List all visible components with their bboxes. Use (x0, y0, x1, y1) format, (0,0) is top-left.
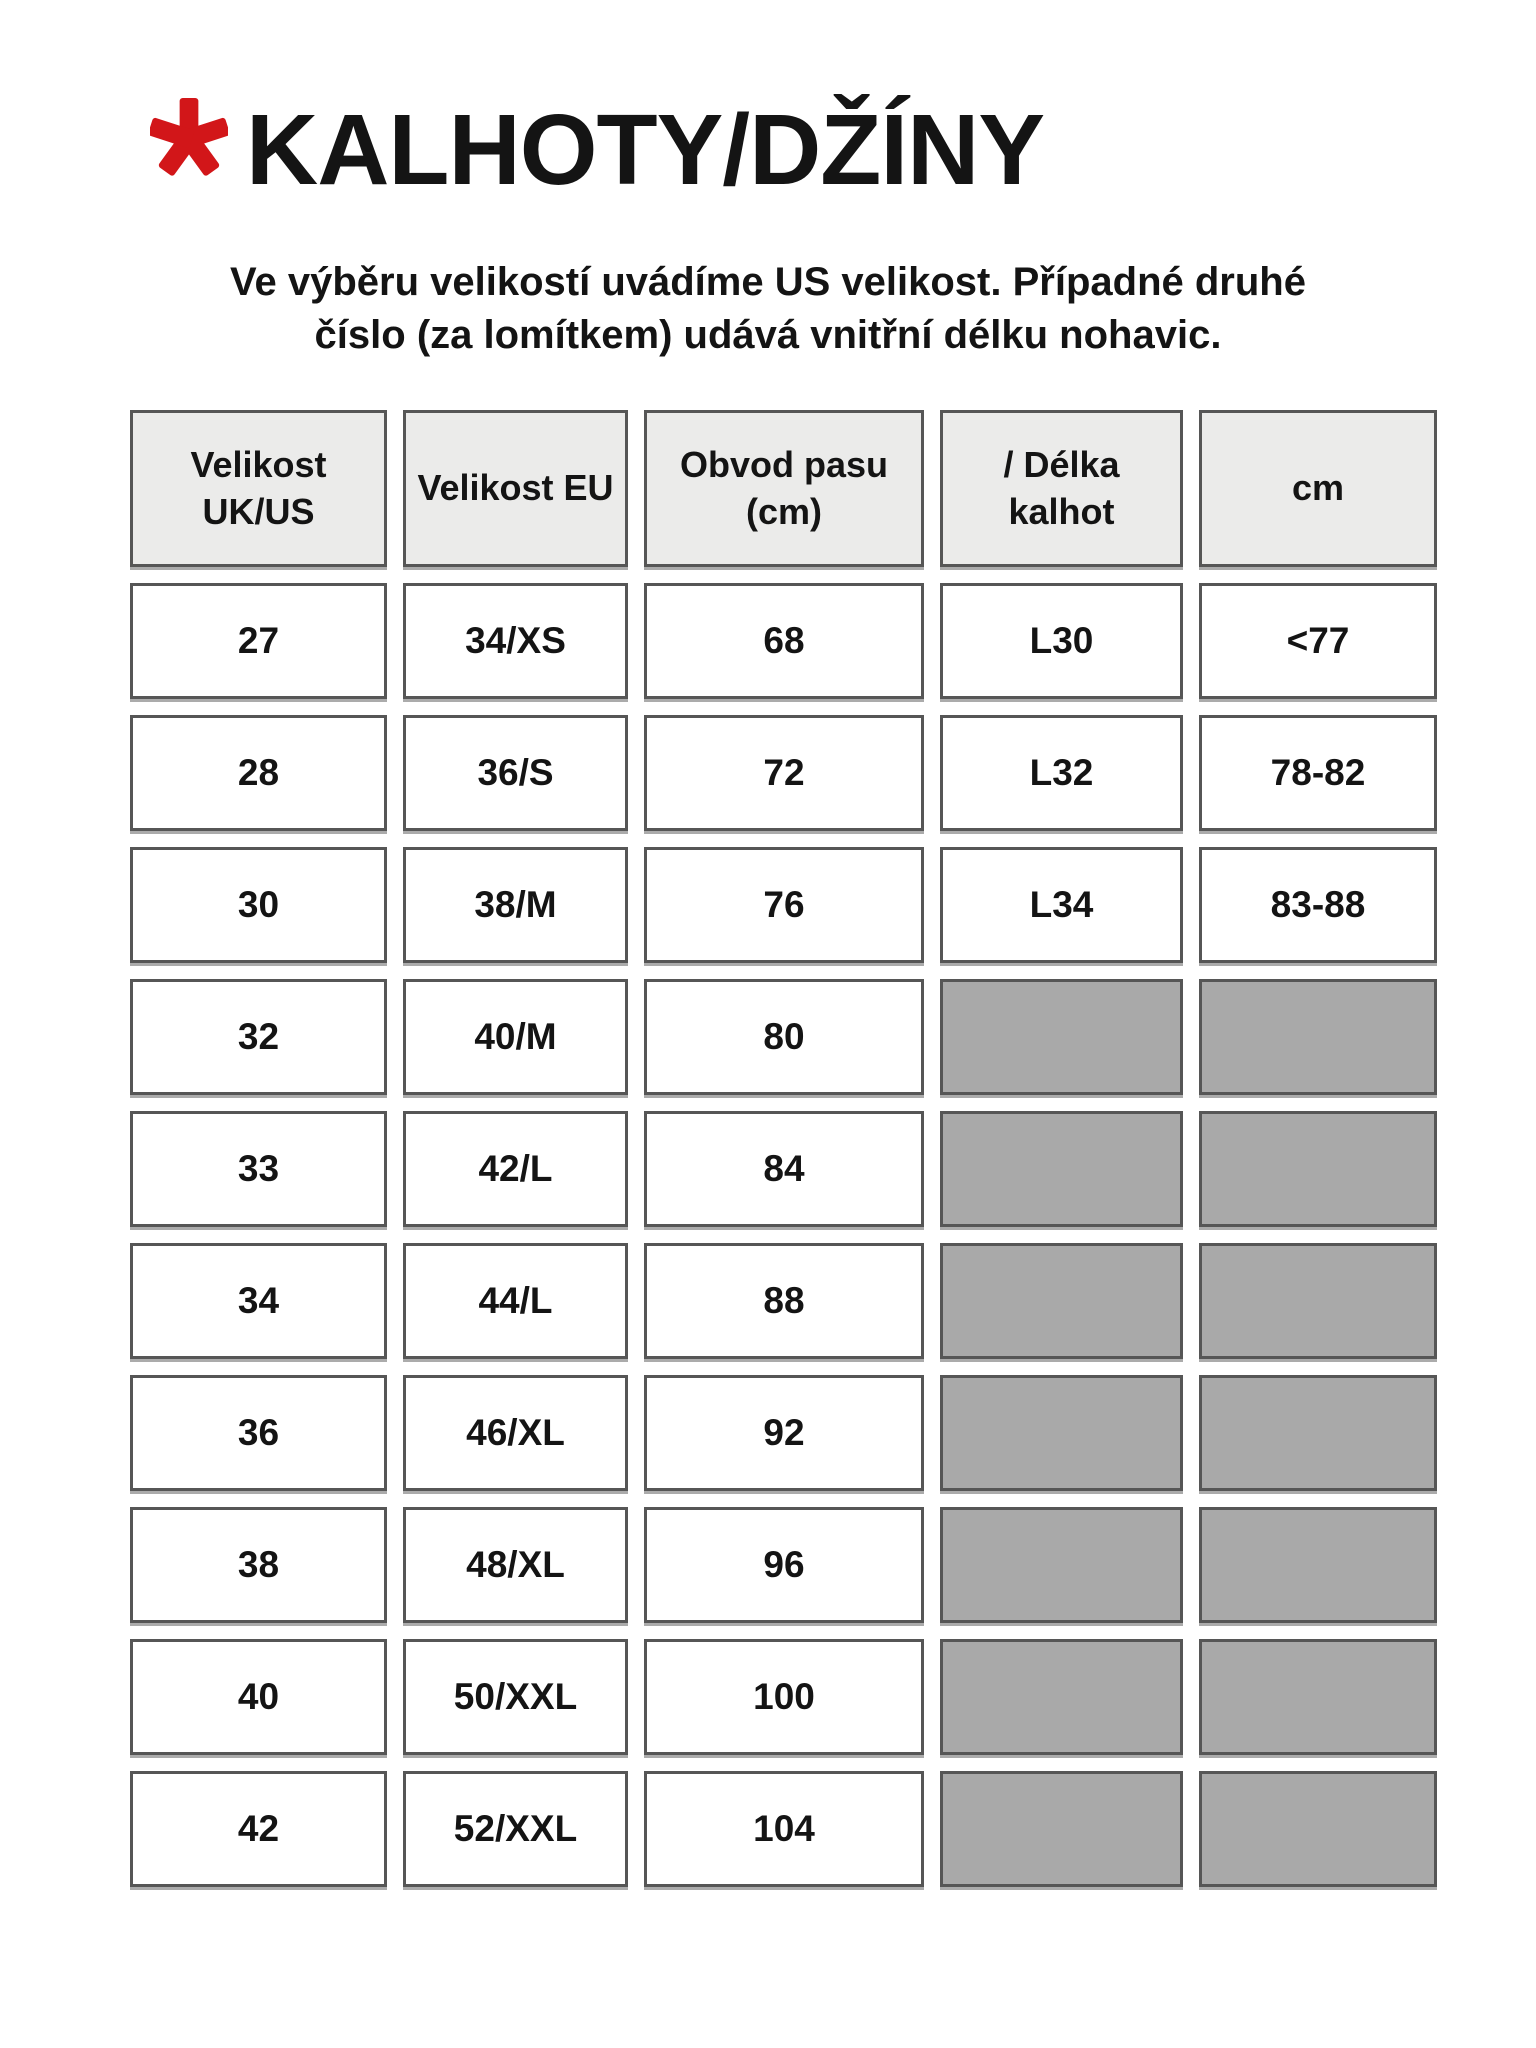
table-cell: 40/M (403, 979, 628, 1095)
header-cell-cm: cm (1199, 410, 1437, 567)
page-subtitle: Ve výběru velikostí uvádíme US velikost.… (230, 260, 1306, 357)
table-cell: 44/L (403, 1243, 628, 1359)
header-cell-velikost-eu: Velikost EU (403, 410, 628, 567)
empty-cell (1199, 1111, 1437, 1227)
table-cell: 32 (130, 979, 387, 1095)
size-table: Velikost UK/US Velikost EU Obvod pasu (c… (130, 410, 1437, 1887)
empty-cell (1199, 1375, 1437, 1491)
table-cell: <77 (1199, 583, 1437, 699)
table-cell: 40 (130, 1639, 387, 1755)
empty-cell (1199, 1507, 1437, 1623)
empty-cell (1199, 1771, 1437, 1887)
table-cell: 38/M (403, 847, 628, 963)
table-cell: L32 (940, 715, 1183, 831)
table-cell: 36 (130, 1375, 387, 1491)
table-cell: 68 (644, 583, 924, 699)
table-cell: 84 (644, 1111, 924, 1227)
empty-cell (940, 1507, 1183, 1623)
table-cell: 50/XXL (403, 1639, 628, 1755)
empty-cell (940, 979, 1183, 1095)
table-cell: L34 (940, 847, 1183, 963)
table-cell: 83-88 (1199, 847, 1437, 963)
table-cell: 28 (130, 715, 387, 831)
table-cell: 34/XS (403, 583, 628, 699)
table-cell: 42 (130, 1771, 387, 1887)
empty-cell (940, 1243, 1183, 1359)
table-cell: 48/XL (403, 1507, 628, 1623)
table-cell: 88 (644, 1243, 924, 1359)
table-cell: 42/L (403, 1111, 628, 1227)
empty-cell (940, 1639, 1183, 1755)
table-cell: 33 (130, 1111, 387, 1227)
table-cell: 27 (130, 583, 387, 699)
table-cell: 30 (130, 847, 387, 963)
empty-cell (1199, 1243, 1437, 1359)
table-cell: 96 (644, 1507, 924, 1623)
table-cell: L30 (940, 583, 1183, 699)
table-cell: 46/XL (403, 1375, 628, 1491)
header-cell-delka-kalhot: / Délka kalhot (940, 410, 1183, 567)
table-cell: 76 (644, 847, 924, 963)
table-cell: 52/XXL (403, 1771, 628, 1887)
table-cell: 72 (644, 715, 924, 831)
table-cell: 104 (644, 1771, 924, 1887)
page-title: KALHOTY/DŽÍNY (246, 94, 1045, 206)
table-cell: 38 (130, 1507, 387, 1623)
table-cell: 92 (644, 1375, 924, 1491)
red-asterisk-icon (148, 97, 230, 177)
table-cell: 34 (130, 1243, 387, 1359)
table-cell: 100 (644, 1639, 924, 1755)
header-cell-obvod-pasu: Obvod pasu (cm) (644, 410, 924, 567)
table-cell: 80 (644, 979, 924, 1095)
empty-cell (940, 1375, 1183, 1491)
empty-cell (1199, 979, 1437, 1095)
empty-cell (940, 1111, 1183, 1227)
header-cell-velikost-uk-us: Velikost UK/US (130, 410, 387, 567)
empty-cell (940, 1771, 1183, 1887)
table-cell: 78-82 (1199, 715, 1437, 831)
title-row: KALHOTY/DŽÍNY (148, 94, 1045, 206)
table-cell: 36/S (403, 715, 628, 831)
empty-cell (1199, 1639, 1437, 1755)
